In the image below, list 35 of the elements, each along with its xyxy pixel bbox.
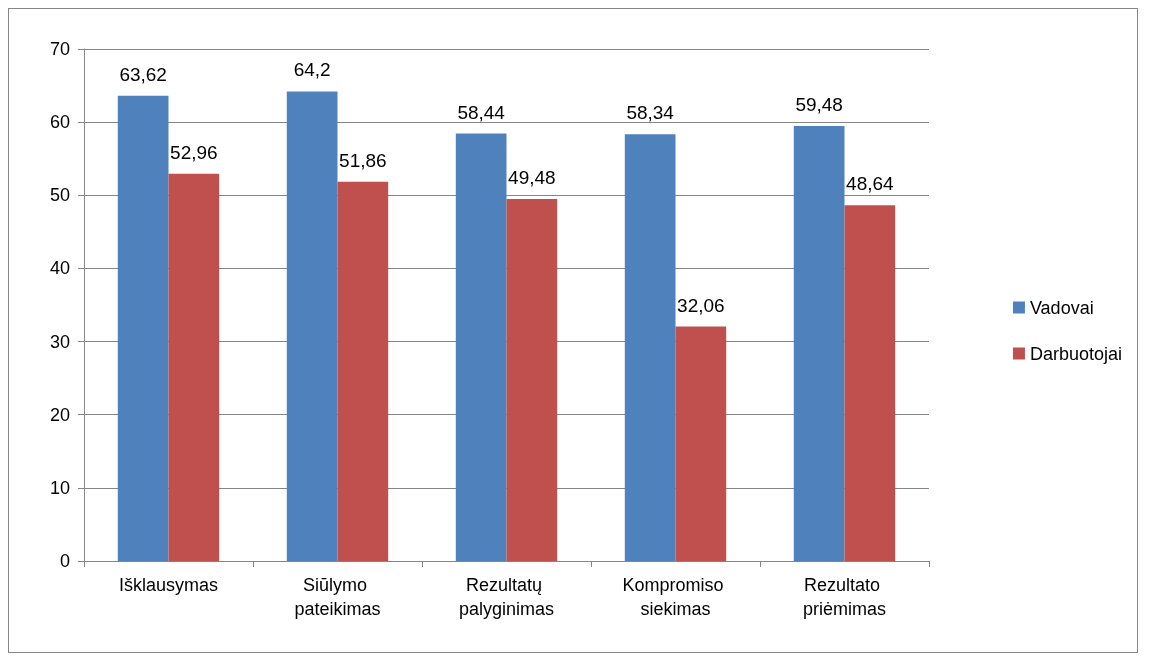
bar <box>286 91 338 561</box>
bar <box>337 181 389 561</box>
y-tick-label: 70 <box>49 39 70 59</box>
bar <box>506 199 558 561</box>
data-label: 59,48 <box>795 93 843 115</box>
bar <box>624 134 676 561</box>
data-label: 64,2 <box>293 59 331 81</box>
x-tick-label: Išklausymas <box>118 575 219 595</box>
y-tick-label: 60 <box>49 112 70 133</box>
data-label: 63,62 <box>119 63 167 85</box>
bar <box>844 205 896 561</box>
y-tick-label: 10 <box>49 477 70 498</box>
bar <box>168 173 220 561</box>
y-tick-label: 20 <box>49 404 70 425</box>
data-label: 32,06 <box>677 294 725 316</box>
bar <box>675 326 727 561</box>
bar <box>793 125 845 561</box>
y-tick-label: 30 <box>49 331 70 352</box>
bar <box>455 133 507 561</box>
data-label: 49,48 <box>508 167 556 189</box>
x-tick-label: Siūlymo pateikimas <box>294 575 381 619</box>
x-tick-label: Rezultato priėmimas <box>802 575 887 619</box>
data-label: 48,64 <box>846 173 895 195</box>
data-label: 58,44 <box>457 101 506 123</box>
y-tick-label: 0 <box>59 551 70 571</box>
x-tick-label: Rezultatų palyginimas <box>458 575 555 619</box>
x-tick-label: Kompromiso siekimas <box>622 575 729 619</box>
legend-label: Vadovai <box>1029 297 1094 318</box>
data-label: 51,86 <box>339 149 387 171</box>
bar <box>117 95 169 561</box>
y-tick-label: 50 <box>49 185 70 206</box>
data-label: 52,96 <box>170 141 218 163</box>
legend-label: Darbuotojai <box>1029 343 1123 364</box>
data-label: 58,34 <box>626 102 675 124</box>
y-tick-label: 40 <box>49 258 70 279</box>
